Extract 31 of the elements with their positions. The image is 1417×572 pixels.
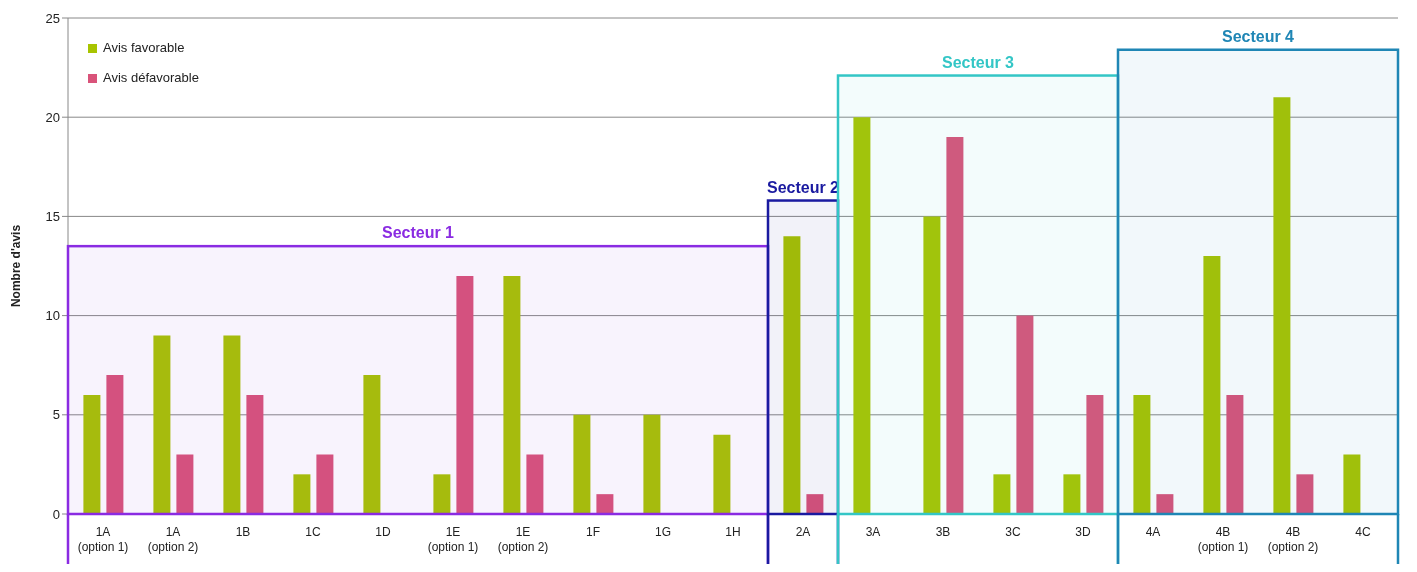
y-tick-label: 15 [45,209,60,225]
x-tick-label: 1A (option 2) [147,525,199,554]
x-tick-label: 1C [305,525,321,539]
band-label: Secteur 4 [1221,27,1295,45]
x-tick-label: 3D [1075,525,1091,539]
x-tick-label: 1E (option 2) [497,525,549,554]
x-tick-label: 2A [795,525,811,539]
x-tick-label: 4B (option 1) [1197,525,1249,554]
x-tick-label: 4A [1145,525,1161,539]
x-tick-label: 1D [375,525,391,539]
band-label: Secteur 1 [381,224,455,242]
legend-label: Avis défavorable [103,69,199,87]
y-tick-label: 20 [45,109,60,125]
x-tick-label: 1B [235,525,251,539]
y-tick-label: 25 [45,10,60,26]
y-tick-label: 0 [52,506,60,522]
y-tick-label: 5 [52,407,60,423]
x-tick-label: 4C [1355,525,1371,539]
x-tick-label: 3C [1005,525,1021,539]
x-tick-label: 3B [935,525,951,539]
band-label: Secteur 3 [941,53,1015,71]
x-tick-label: 1A (option 1) [77,525,129,554]
x-tick-label: 1F [585,525,601,539]
y-tick-label: 10 [45,308,60,324]
y-axis-title: Nombre d'avis [9,224,24,308]
x-tick-label: 1H [725,525,741,539]
x-tick-label: 1G [654,525,672,539]
x-tick-label: 3A [865,525,881,539]
x-tick-label: 4B (option 2) [1267,525,1319,554]
legend-label: Avis favorable [103,39,185,57]
x-tick-label: 1E (option 1) [427,525,479,554]
